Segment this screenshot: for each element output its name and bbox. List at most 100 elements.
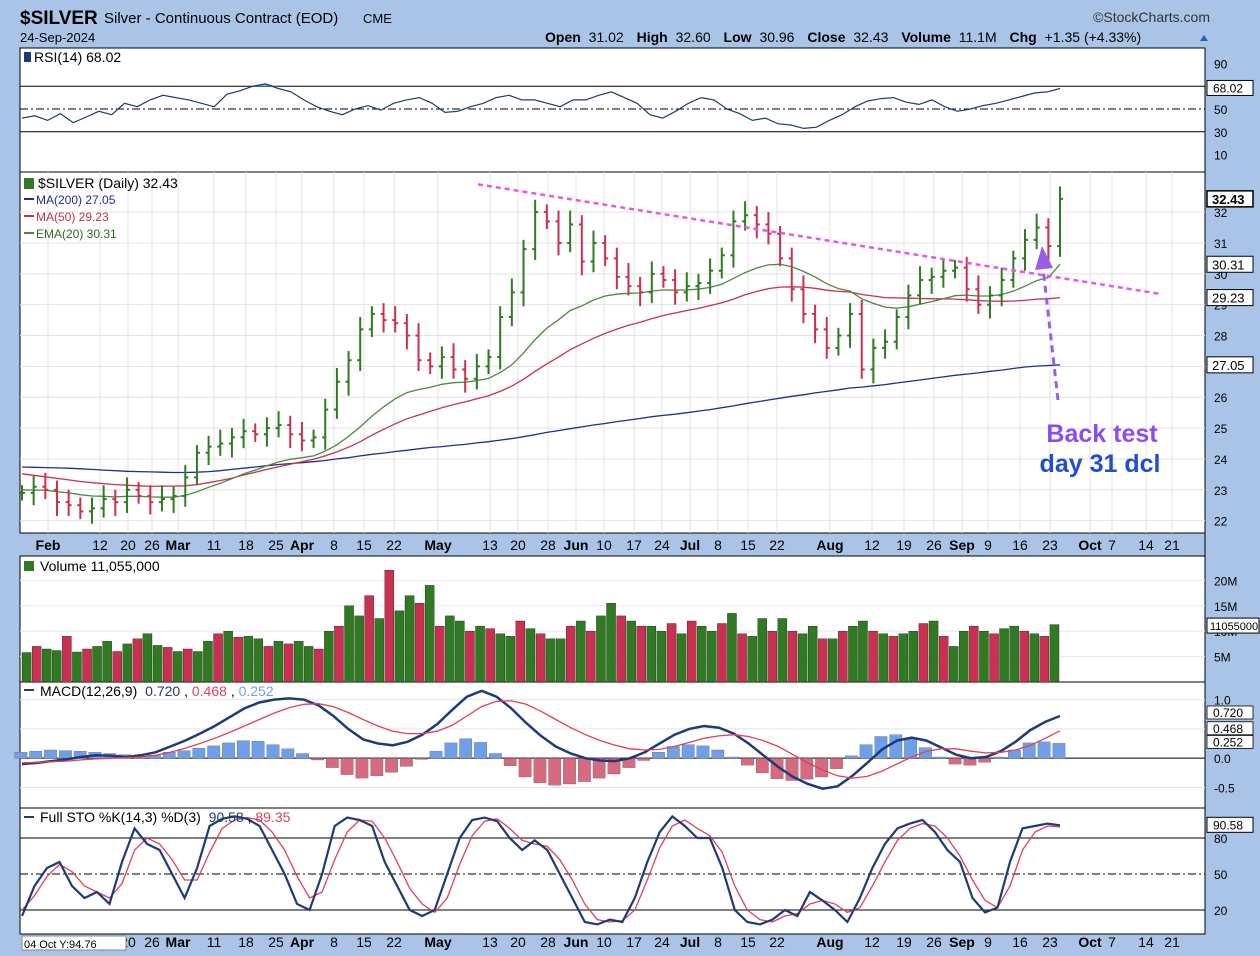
sto-last-box: [1206, 816, 1254, 833]
volume-bar: [213, 633, 223, 683]
chart-description: Silver - Continuous Contract (EOD): [104, 10, 338, 27]
price-bar: [193, 445, 200, 486]
volume-bar: [606, 603, 616, 683]
price-bar: [275, 411, 282, 438]
volume-tick-label: 20M: [1214, 574, 1237, 588]
volume-bar: [676, 633, 687, 683]
macd-histogram-bar: [414, 758, 428, 760]
price-bar: [742, 201, 749, 231]
macd-histogram-bar: [681, 744, 695, 759]
volume-bar: [193, 651, 203, 683]
volume-bar: [868, 631, 878, 683]
volume-bar: [747, 636, 757, 683]
volume-bar: [828, 638, 838, 683]
volume-bar: [485, 628, 495, 683]
x-axis-label-bottom: May: [424, 934, 451, 950]
price-bar: [298, 421, 305, 452]
macd-value-label: 0.468: [1213, 722, 1243, 736]
macd-histogram-bar: [578, 758, 591, 782]
histogram-value: 0.252: [239, 683, 274, 699]
x-axis-label: 14: [1138, 537, 1154, 553]
ema20-line: [21, 263, 1061, 498]
price-bar: [718, 247, 725, 279]
x-axis-label: 19: [896, 537, 912, 553]
volume-bar: [707, 631, 717, 683]
sto-last-value: 90.58: [1213, 818, 1243, 832]
macd-line: [21, 689, 1061, 790]
volume-bar: [42, 648, 52, 683]
price-bar: [42, 472, 49, 500]
macd-signal-line: [21, 700, 1061, 779]
volume-bar: [293, 641, 304, 683]
macd-histogram-bar: [44, 749, 57, 759]
price-bar: [497, 306, 504, 370]
price-bar: [77, 497, 84, 520]
volume-bar: [767, 631, 777, 683]
sto-tick-label: 50: [1214, 868, 1228, 882]
volume-bar: [364, 595, 374, 683]
macd-histogram-bar: [59, 750, 72, 759]
macd-histogram-bar: [207, 745, 221, 759]
price-bar: [450, 343, 457, 379]
macd-histogram-bar: [355, 758, 369, 779]
price-bar: [532, 199, 539, 260]
macd-histogram-bar: [533, 758, 547, 783]
volume-bar: [686, 620, 697, 683]
svg-text:MACD(12,26,9) 0.720 ,: MACD(12,26,9) 0.720 , 0.468 , 0.252: [40, 683, 274, 699]
x-axis-label-bottom: Oct: [1078, 934, 1102, 950]
rsi-title: RSI(14) 68.02: [34, 49, 121, 65]
x-axis-label: 10: [596, 537, 612, 553]
macd-histogram-bar: [311, 758, 324, 761]
x-axis-label: Aug: [816, 537, 843, 553]
x-axis-label: 8: [330, 537, 338, 553]
price-bar: [543, 204, 550, 230]
x-axis-label: May: [424, 537, 451, 553]
up-arrow-icon: [1200, 35, 1208, 41]
volume-bar: [314, 648, 324, 683]
price-bar: [777, 225, 784, 267]
macd-histogram-bar: [919, 747, 932, 759]
volume-bar: [626, 620, 636, 683]
close-label: Close: [807, 29, 845, 45]
price-tick-label: 32: [1214, 206, 1228, 220]
volume-tick-label: 5M: [1214, 651, 1231, 665]
symbol: $SILVER: [20, 8, 98, 29]
volume-bar: [1039, 636, 1050, 683]
price-bar: [730, 210, 737, 268]
price-bar: [240, 418, 247, 449]
annotation-line-1: Back test: [1046, 420, 1158, 448]
price-bar: [485, 349, 492, 375]
price-bar: [578, 215, 585, 276]
macd-histogram-bar: [978, 758, 992, 763]
price-tick-label: 28: [1214, 330, 1228, 344]
arrow-head-icon: [1035, 246, 1053, 270]
price-bar: [158, 485, 165, 512]
volume-bar: [132, 638, 143, 683]
rsi-line: [21, 83, 1061, 130]
price-bar: [53, 480, 60, 517]
sto-title: Full STO %K(14,3) %D(3): [40, 809, 201, 825]
price-bar: [928, 267, 935, 294]
rsi-last-value-box: [1206, 79, 1254, 96]
sto-tick-label: 20: [1214, 904, 1228, 918]
price-bar: [648, 261, 655, 304]
volume-bar: [162, 647, 173, 683]
x-axis-label-bottom: 17: [626, 934, 642, 950]
price-bar: [963, 256, 970, 302]
x-axis-label-bottom: Apr: [290, 934, 315, 950]
volume-bar: [576, 620, 586, 683]
x-axis-label-bottom: 9: [984, 934, 992, 950]
x-axis-label: Feb: [36, 537, 61, 553]
volume-bar: [334, 625, 344, 683]
macd-histogram-bar: [844, 755, 858, 759]
chg-label: Chg: [1010, 29, 1037, 45]
x-axis-label-bottom: 22: [769, 934, 785, 950]
rsi-last-value: 68.02: [1213, 81, 1243, 95]
volume-bar: [72, 651, 82, 683]
price-bar: [100, 485, 107, 518]
volume-bar: [263, 646, 274, 683]
macd-value-box: [1206, 705, 1254, 720]
macd-histogram-bar: [503, 758, 517, 766]
volume-bar: [173, 651, 183, 683]
macd-histogram-bar: [1037, 741, 1051, 759]
